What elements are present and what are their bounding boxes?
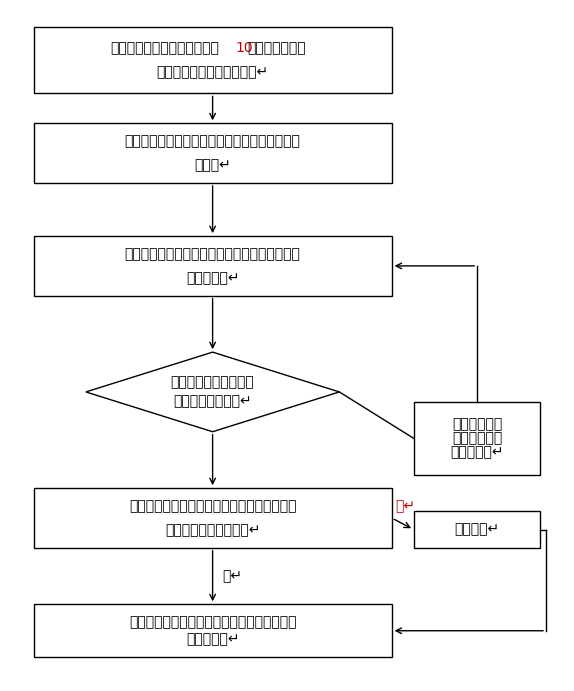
Text: 重新绘制温升曲线并以: 重新绘制温升曲线并以: [170, 375, 254, 390]
FancyBboxPatch shape: [33, 236, 391, 296]
Text: 电机是否处理过温状态↵: 电机是否处理过温状态↵: [165, 523, 260, 537]
FancyBboxPatch shape: [414, 402, 541, 475]
Text: 数据表格形式存储↵: 数据表格形式存储↵: [173, 395, 252, 408]
Text: 录电机温度及绕组温度变化↵: 录电机温度及绕组温度变化↵: [157, 65, 269, 79]
Text: 重复记录时间: 重复记录时间: [452, 431, 502, 446]
Text: 升曲线↵: 升曲线↵: [194, 158, 231, 172]
Polygon shape: [86, 352, 339, 432]
Text: 分钟时间间隔记: 分钟时间间隔记: [247, 41, 306, 55]
FancyBboxPatch shape: [33, 604, 391, 657]
Text: 根据温升公式计算室温条件下电机温升并绘制温: 根据温升公式计算室温条件下电机温升并绘制温: [125, 134, 301, 148]
Text: 根据时间间隔: 根据时间间隔: [452, 417, 502, 431]
Text: 是↵: 是↵: [222, 569, 242, 583]
FancyBboxPatch shape: [33, 488, 391, 548]
Text: 10: 10: [235, 41, 253, 55]
Text: 理论温升値↵: 理论温升値↵: [186, 271, 239, 285]
FancyBboxPatch shape: [414, 511, 541, 548]
FancyBboxPatch shape: [33, 123, 391, 183]
Text: 继续运行↵: 继续运行↵: [455, 522, 500, 537]
Text: 否↵: 否↵: [395, 499, 416, 513]
Text: 于合理区间↵: 于合理区间↵: [186, 632, 239, 646]
Text: 降低电机输出功率或停机保护，控制电机温升: 降低电机输出功率或停机保护，控制电机温升: [129, 616, 296, 630]
Text: 根据重构温升曲线计算当前电机温度値，判断: 根据重构温升曲线计算当前电机温度値，判断: [129, 499, 296, 513]
FancyBboxPatch shape: [33, 27, 391, 93]
Text: 根据室温和额定负载条件下以: 根据室温和额定负载条件下以: [110, 41, 219, 55]
Text: 及运行电流↵: 及运行电流↵: [451, 446, 504, 460]
Text: 根据温升重构公式计算当前负载及时间下对应的: 根据温升重构公式计算当前负载及时间下对应的: [125, 247, 301, 261]
